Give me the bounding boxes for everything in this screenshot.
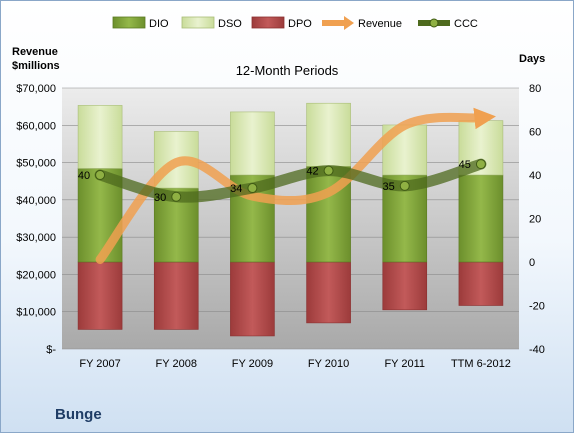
dpo-bar <box>458 261 504 306</box>
ccc-point <box>323 165 334 176</box>
legend-item-ccc: CCC <box>418 18 478 30</box>
left-tick-label: $30,000 <box>16 232 56 244</box>
legend-marker <box>429 18 439 28</box>
dso-bar <box>306 102 351 167</box>
ccc-line <box>94 158 487 203</box>
legend-item-revenue: Revenue <box>322 16 402 30</box>
legend-label: Revenue <box>358 18 402 30</box>
right-axis-label: Days <box>519 53 546 65</box>
left-tick-label: $50,000 <box>16 158 56 170</box>
dpo-bar <box>153 261 199 330</box>
dpo-bar <box>77 261 123 330</box>
category-label: TTM 6-2012 <box>451 358 511 370</box>
left-tick-label: $70,000 <box>16 83 56 95</box>
right-tick-label: -20 <box>529 301 545 313</box>
left-tick-label: $- <box>46 344 56 356</box>
ccc-data-label: 40 <box>78 170 90 182</box>
company-name: Bunge <box>55 406 102 423</box>
plot-area <box>62 88 519 349</box>
dpo-bar <box>382 261 428 311</box>
left-tick-label: $20,000 <box>16 269 56 281</box>
left-axis-label: Revenue $millions <box>12 46 60 72</box>
ccc-data-label: 34 <box>230 183 242 195</box>
dso-bar <box>230 111 275 176</box>
legend-label: DIO <box>149 18 169 30</box>
right-tick-label: 80 <box>529 83 541 95</box>
legend-arrowhead <box>344 16 354 30</box>
ccc-data-label: 35 <box>383 181 395 193</box>
left-tick-label: $60,000 <box>16 120 56 132</box>
left-tick-label: $10,000 <box>16 307 56 319</box>
legend-label: DSO <box>218 18 242 30</box>
right-tick-label: 40 <box>529 170 541 182</box>
dpo-bar <box>230 261 275 337</box>
ccc-data-label: 42 <box>306 166 318 178</box>
right-tick-label: 60 <box>529 127 541 139</box>
dio-bar <box>458 174 504 263</box>
legend-swatch <box>181 16 215 29</box>
legend-label: CCC <box>454 18 478 30</box>
legend-item-dpo: DPO <box>251 16 312 30</box>
ccc-data-label: 45 <box>459 159 471 171</box>
category-label: FY 2007 <box>79 358 120 370</box>
ccc-point <box>171 191 182 202</box>
legend-item-dio: DIO <box>112 16 169 30</box>
revenue-line <box>95 107 496 265</box>
legend-item-dso: DSO <box>181 16 242 30</box>
dso-bar <box>77 105 123 169</box>
dpo-bar <box>306 261 351 324</box>
legend-label: DPO <box>288 18 312 30</box>
right-tick-label: 0 <box>529 257 535 269</box>
ccc-point <box>475 159 486 170</box>
category-label: FY 2009 <box>232 358 273 370</box>
category-label: FY 2010 <box>308 358 349 370</box>
legend-swatch <box>251 16 285 29</box>
right-tick-label: 20 <box>529 214 541 226</box>
category-label: FY 2011 <box>384 358 425 370</box>
chart-title: 12-Month Periods <box>235 63 339 78</box>
ccc-point <box>247 183 258 194</box>
ccc-point <box>399 180 410 191</box>
right-tick-label: -40 <box>529 344 545 356</box>
legend-swatch <box>112 16 146 29</box>
ccc-point <box>95 170 106 180</box>
left-tick-label: $40,000 <box>16 195 56 207</box>
category-label: FY 2008 <box>156 358 197 370</box>
ccc-data-label: 30 <box>154 192 166 204</box>
